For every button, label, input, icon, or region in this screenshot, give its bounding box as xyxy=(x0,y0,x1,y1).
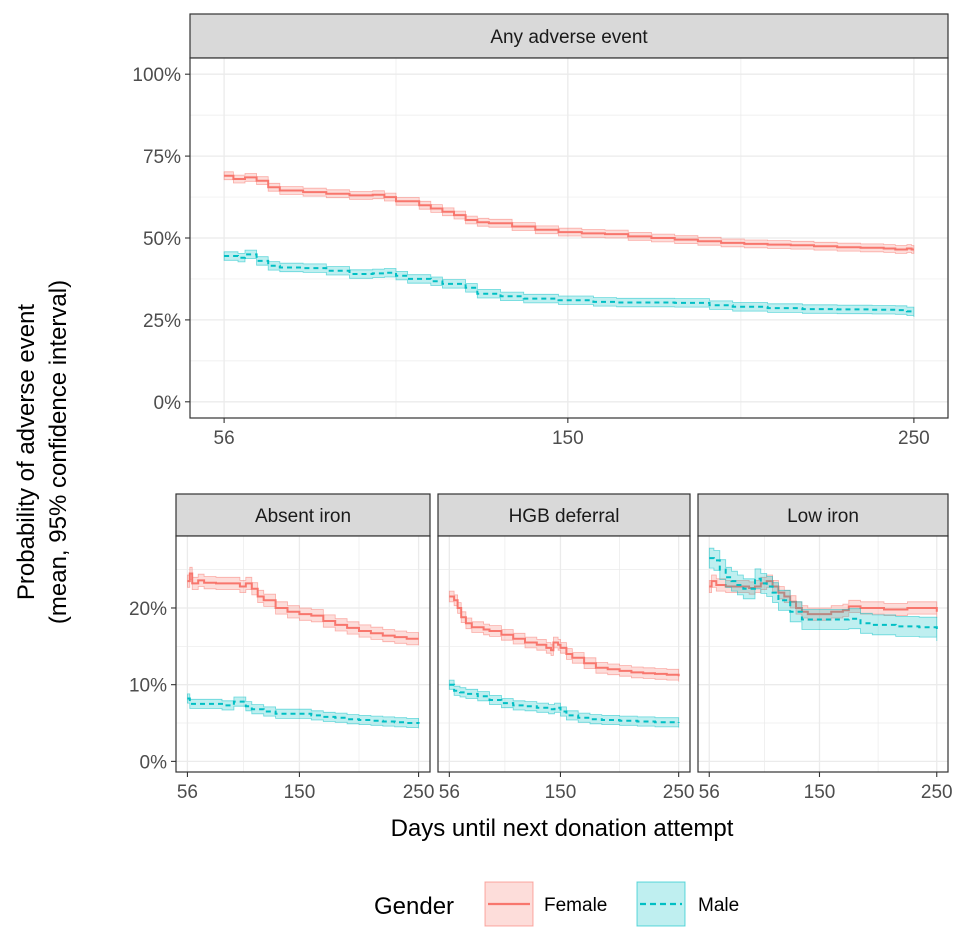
panel-hgb-deferral: HGB deferral 56 150 250 xyxy=(437,493,695,803)
x-tick-label: 250 xyxy=(921,782,953,803)
y-tick-label: 75% xyxy=(143,147,181,168)
x-tick-label: 150 xyxy=(804,782,836,803)
mean-line-female xyxy=(224,174,914,251)
panel-border xyxy=(697,535,949,773)
y-tick-label: 0% xyxy=(154,393,182,414)
mean-line-male xyxy=(709,557,938,631)
panel-any-adverse-event: Any adverse event 0% 25% 50% 75% 100% 56 150 250 xyxy=(132,13,949,449)
x-tick-label: 56 xyxy=(177,782,198,803)
panel-strip xyxy=(189,13,949,59)
plot-background xyxy=(438,536,690,772)
series-female xyxy=(223,171,915,254)
plot-background xyxy=(176,536,430,772)
plot-area xyxy=(190,58,948,418)
series-male xyxy=(223,249,915,317)
y-tick-label: 20% xyxy=(129,599,167,620)
y-axis-title-line2: (mean, 95% confidence interval) xyxy=(45,280,72,624)
legend-title: Gender xyxy=(374,893,454,920)
y-axis-title-line1: Probability of adverse event xyxy=(13,304,40,601)
y-tick-label: 100% xyxy=(132,65,181,86)
legend-key-female xyxy=(484,881,534,927)
panel-strip xyxy=(437,493,691,537)
panel-title: Low iron xyxy=(787,506,859,527)
panel-title: Absent iron xyxy=(255,506,351,527)
mean-line-male xyxy=(224,253,915,313)
x-axis-title: Days until next donation attempt xyxy=(391,815,734,842)
series-male xyxy=(708,547,938,641)
x-tick-label: 250 xyxy=(663,782,695,803)
legend-key-male xyxy=(636,881,686,927)
plot-area xyxy=(438,536,690,772)
plot-area xyxy=(698,536,948,772)
mean-line-male xyxy=(449,683,680,724)
x-tick-label: 56 xyxy=(699,782,720,803)
x-tick-label: 56 xyxy=(214,428,235,449)
panel-absent-iron: Absent iron 0% 10% 20% 56 150 250 xyxy=(129,493,435,803)
x-tick-label: 250 xyxy=(898,428,930,449)
y-tick-label: 50% xyxy=(143,229,181,250)
ci-ribbon-male xyxy=(708,547,938,641)
series-female xyxy=(448,590,680,682)
panel-border xyxy=(437,535,691,773)
x-tick-label: 250 xyxy=(403,782,435,803)
panel-border xyxy=(175,535,431,773)
mean-line-female xyxy=(449,595,680,677)
mean-line-female xyxy=(187,572,419,640)
legend-label-female: Female xyxy=(544,895,607,916)
mean-line-male xyxy=(187,697,420,724)
ci-ribbon-male xyxy=(223,249,915,317)
plot-area xyxy=(176,536,430,772)
panel-strip xyxy=(175,493,431,537)
legend-label-male: Male xyxy=(698,895,739,916)
legend: Gender Female Male xyxy=(374,881,739,927)
series-female xyxy=(187,566,419,646)
panel-title: Any adverse event xyxy=(490,27,648,48)
x-tick-label: 56 xyxy=(439,782,460,803)
x-tick-label: 150 xyxy=(284,782,316,803)
x-tick-label: 150 xyxy=(545,782,577,803)
series-male xyxy=(448,679,680,728)
y-axis-title: Probability of adverse event (mean, 95% … xyxy=(13,280,72,624)
series-male xyxy=(187,693,420,729)
panel-title: HGB deferral xyxy=(509,506,620,527)
x-tick-label: 150 xyxy=(552,428,584,449)
panels: Any adverse event 0% 25% 50% 75% 100% 56 150 250… xyxy=(129,13,953,803)
y-tick-label: 10% xyxy=(129,676,167,697)
panel-low-iron: Low iron 56 150 250 xyxy=(697,493,953,803)
y-tick-label: 25% xyxy=(143,311,181,332)
panel-strip xyxy=(697,493,949,537)
y-tick-label: 0% xyxy=(140,752,168,773)
